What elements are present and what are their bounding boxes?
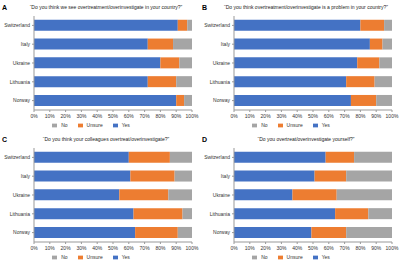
svg-text:Ukraine: Ukraine	[213, 192, 230, 198]
html-text:B: B	[202, 3, 208, 11]
svg-text:Norway: Norway	[13, 229, 30, 235]
svg-text:20%: 20%	[61, 245, 72, 251]
svg-text:30%: 30%	[76, 113, 87, 119]
html-text:No: No	[61, 122, 68, 128]
svg-text:40%: 40%	[92, 245, 103, 251]
svg-text:0%: 0%	[230, 245, 238, 251]
svg-text:90%: 90%	[171, 245, 182, 251]
svg-text:Lithuania: Lithuania	[210, 79, 231, 85]
svg-text:30%: 30%	[276, 245, 287, 251]
svg-text:100%: 100%	[186, 245, 199, 251]
svg-text:20%: 20%	[261, 245, 272, 251]
html-text:Yes: Yes	[121, 122, 130, 128]
html-text:No: No	[261, 254, 268, 260]
html-text:Yes: Yes	[321, 254, 330, 260]
html-text:Unsure: Unsure	[286, 122, 303, 128]
svg-text:Ukraine: Ukraine	[13, 192, 30, 198]
svg-text:40%: 40%	[292, 113, 303, 119]
svg-text:80%: 80%	[155, 113, 166, 119]
svg-text:Lithuania: Lithuania	[10, 211, 31, 217]
svg-text:0%: 0%	[30, 245, 38, 251]
svg-text:50%: 50%	[308, 113, 319, 119]
svg-text:60%: 60%	[124, 113, 135, 119]
html-text:Unsure: Unsure	[86, 122, 103, 128]
html-text:No: No	[61, 254, 68, 260]
html-text:Unsure: Unsure	[286, 254, 303, 260]
svg-text:60%: 60%	[324, 113, 335, 119]
svg-text:Switzerland: Switzerland	[8, 154, 30, 160]
html-text:C: C	[2, 135, 8, 143]
svg-text:100%: 100%	[386, 113, 392, 119]
svg-text:70%: 70%	[140, 113, 151, 119]
svg-text:20%: 20%	[261, 113, 272, 119]
svg-text:60%: 60%	[124, 245, 135, 251]
svg-text:30%: 30%	[76, 245, 87, 251]
svg-text:50%: 50%	[108, 245, 119, 251]
svg-text:20%: 20%	[61, 113, 72, 119]
svg-text:Italy: Italy	[221, 173, 231, 179]
svg-text:0%: 0%	[30, 113, 38, 119]
html-text:“Do you think overtreatment/ov: “Do you think overtreatment/overinvestig…	[224, 4, 388, 10]
svg-text:0%: 0%	[230, 113, 238, 119]
svg-text:90%: 90%	[371, 245, 382, 251]
html-text:“Do you think we see overtreat: “Do you think we see overtreatment/overi…	[29, 4, 183, 10]
svg-text:Switzerland: Switzerland	[8, 22, 30, 28]
svg-text:Ukraine: Ukraine	[213, 60, 230, 66]
html-text:Yes: Yes	[321, 122, 330, 128]
html-text:“Do you overtreat/overinvestig: “Do you overtreat/overinvestigate yourse…	[257, 136, 355, 142]
svg-text:10%: 10%	[245, 245, 256, 251]
svg-text:Ukraine: Ukraine	[13, 60, 30, 66]
svg-text:Lithuania: Lithuania	[210, 211, 231, 217]
html-text:“Do you think your colleagues: “Do you think your colleagues overtreat/…	[42, 136, 170, 142]
html-text:Yes: Yes	[121, 254, 130, 260]
svg-text:40%: 40%	[292, 245, 303, 251]
svg-text:80%: 80%	[355, 113, 366, 119]
svg-text:Norway: Norway	[213, 97, 230, 103]
svg-text:70%: 70%	[340, 113, 351, 119]
svg-text:Switzerland: Switzerland	[204, 22, 230, 28]
svg-text:10%: 10%	[45, 245, 56, 251]
svg-text:50%: 50%	[308, 245, 319, 251]
html-text:No: No	[261, 122, 268, 128]
svg-text:10%: 10%	[245, 113, 256, 119]
svg-text:Norway: Norway	[213, 229, 230, 235]
svg-text:90%: 90%	[371, 113, 382, 119]
svg-text:90%: 90%	[171, 113, 182, 119]
svg-text:40%: 40%	[92, 113, 103, 119]
svg-text:70%: 70%	[140, 245, 151, 251]
svg-text:Norway: Norway	[13, 97, 30, 103]
svg-text:50%: 50%	[108, 113, 119, 119]
html-text:A: A	[2, 3, 8, 11]
svg-text:Italy: Italy	[21, 41, 31, 47]
html-text:Unsure: Unsure	[86, 254, 103, 260]
svg-text:10%: 10%	[45, 113, 56, 119]
svg-text:100%: 100%	[386, 245, 392, 251]
svg-text:80%: 80%	[355, 245, 366, 251]
svg-text:60%: 60%	[324, 245, 335, 251]
svg-text:80%: 80%	[155, 245, 166, 251]
svg-text:Switzerland: Switzerland	[204, 154, 230, 160]
svg-text:Lithuania: Lithuania	[10, 79, 31, 85]
svg-text:30%: 30%	[276, 113, 287, 119]
html-text:D: D	[202, 135, 208, 143]
svg-text:70%: 70%	[340, 245, 351, 251]
svg-text:100%: 100%	[186, 113, 199, 119]
svg-text:Italy: Italy	[221, 41, 231, 47]
svg-text:Italy: Italy	[21, 173, 31, 179]
